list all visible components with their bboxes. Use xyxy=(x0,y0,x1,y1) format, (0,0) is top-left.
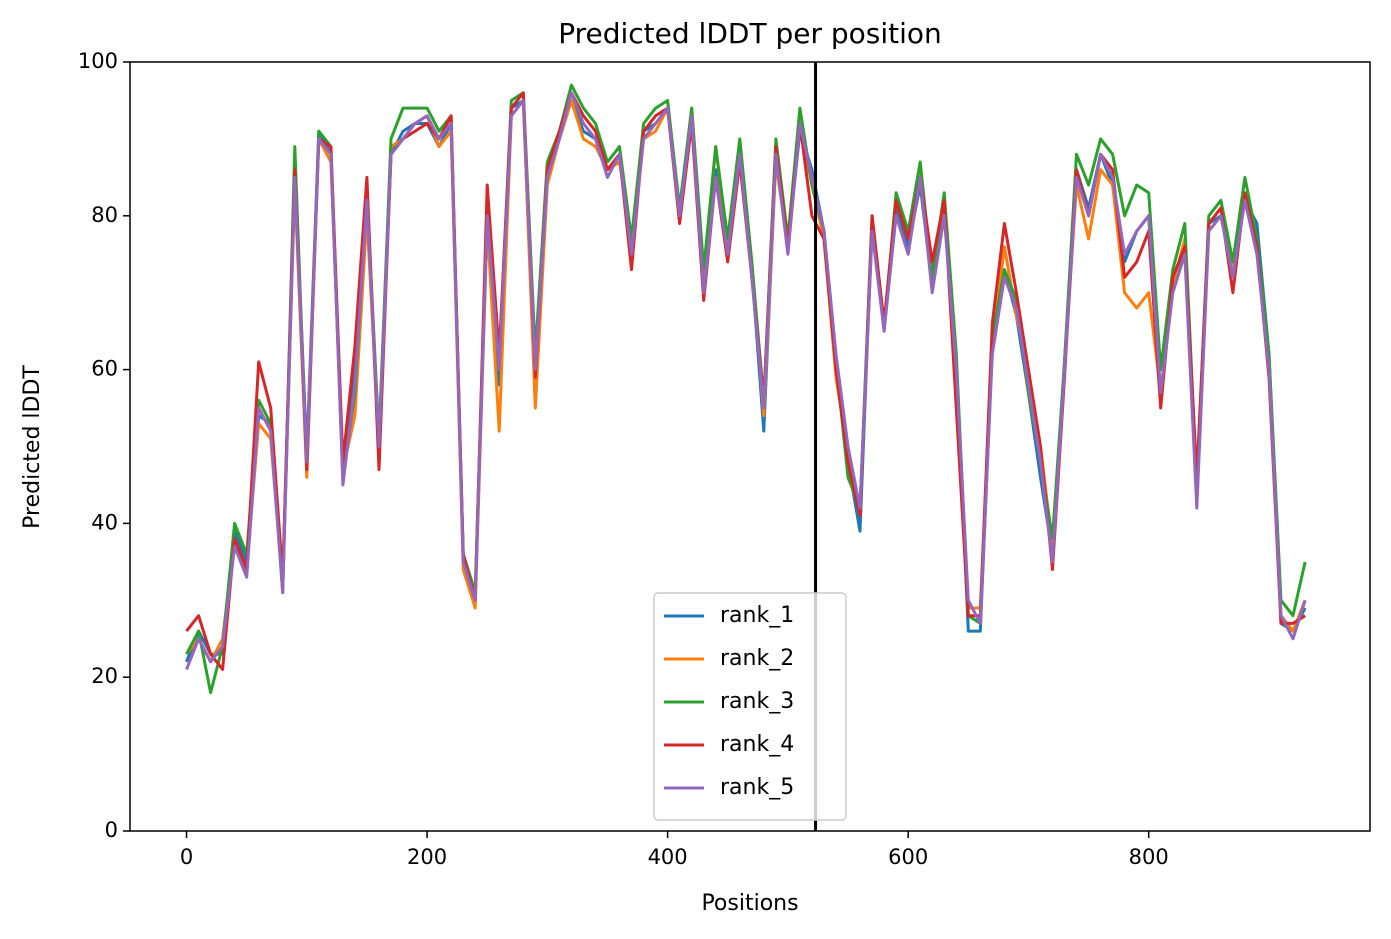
x-tick-label: 600 xyxy=(888,845,928,869)
x-tick-label: 400 xyxy=(648,845,688,869)
y-tick-label: 40 xyxy=(91,510,118,534)
y-axis-label: Predicted lDDT xyxy=(20,365,45,529)
y-tick-label: 80 xyxy=(91,203,118,227)
x-tick-label: 0 xyxy=(180,845,193,869)
y-tick-label: 0 xyxy=(105,818,118,842)
x-axis-label: Positions xyxy=(701,891,798,916)
legend-label: rank_3 xyxy=(720,689,794,714)
y-tick-label: 60 xyxy=(91,357,118,381)
plot-frame xyxy=(129,61,1371,832)
legend-label: rank_1 xyxy=(720,603,794,628)
legend-label: rank_4 xyxy=(720,732,794,757)
legend-box xyxy=(653,592,847,821)
x-tick-label: 200 xyxy=(407,845,447,869)
y-tick-label: 20 xyxy=(91,664,118,688)
series-line xyxy=(185,91,1307,671)
chart-title: Predicted lDDT per position xyxy=(558,17,942,50)
y-tick-label: 100 xyxy=(78,49,118,73)
x-tick-label: 800 xyxy=(1129,845,1169,869)
legend-label: rank_5 xyxy=(720,775,794,800)
legend-label: rank_2 xyxy=(720,646,794,671)
